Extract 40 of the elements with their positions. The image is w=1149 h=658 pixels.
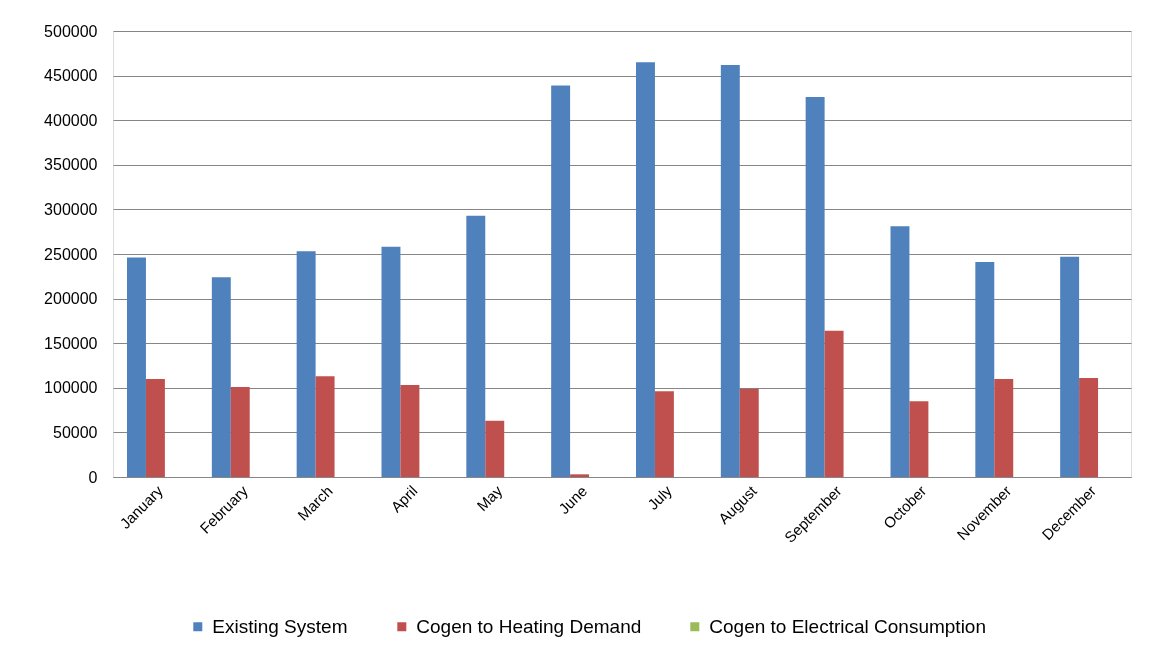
bar bbox=[400, 385, 420, 477]
y-tick-label: 0 bbox=[88, 468, 98, 486]
legend-label: Cogen to Heating Demand bbox=[416, 615, 642, 637]
bar bbox=[315, 376, 335, 477]
bar bbox=[1060, 256, 1080, 477]
bar bbox=[739, 388, 759, 477]
y-tick-label: 500000 bbox=[44, 22, 98, 40]
bar bbox=[145, 378, 165, 477]
bar bbox=[890, 226, 910, 477]
y-tick-label: 100000 bbox=[44, 379, 98, 397]
bar bbox=[654, 391, 674, 477]
bar bbox=[296, 251, 316, 477]
bar bbox=[636, 62, 655, 477]
y-tick-label: 450000 bbox=[44, 67, 98, 85]
bar bbox=[975, 262, 995, 477]
bar bbox=[466, 215, 486, 477]
bar bbox=[127, 257, 146, 477]
bar bbox=[230, 386, 250, 477]
y-tick-label: 300000 bbox=[44, 200, 98, 218]
bar bbox=[824, 330, 844, 477]
y-tick-label: 350000 bbox=[44, 156, 98, 174]
bar bbox=[909, 401, 929, 477]
legend-label: Existing System bbox=[212, 615, 348, 637]
x-tick-label: May bbox=[473, 481, 506, 515]
bar bbox=[1079, 377, 1099, 477]
y-tick-label: 200000 bbox=[44, 290, 98, 308]
legend-label: Cogen to Electrical Consumption bbox=[709, 615, 987, 637]
bar bbox=[485, 420, 505, 477]
x-tick-label: July bbox=[644, 481, 676, 513]
bar bbox=[211, 277, 231, 477]
y-tick-label: 250000 bbox=[44, 245, 98, 263]
bar bbox=[551, 85, 571, 477]
y-tick-label: 150000 bbox=[44, 334, 98, 352]
bar bbox=[805, 97, 825, 477]
y-tick-label: 50000 bbox=[53, 423, 98, 441]
bar bbox=[994, 378, 1014, 477]
bar bbox=[570, 474, 590, 477]
bar bbox=[720, 64, 740, 477]
bar bbox=[381, 246, 401, 477]
y-tick-label: 400000 bbox=[44, 111, 98, 129]
